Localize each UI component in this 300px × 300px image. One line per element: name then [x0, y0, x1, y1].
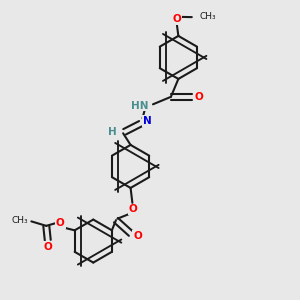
Text: O: O: [195, 92, 203, 102]
Text: O: O: [133, 231, 142, 241]
Text: O: O: [56, 218, 65, 228]
Text: O: O: [44, 242, 52, 252]
Text: HN: HN: [131, 100, 148, 110]
Text: O: O: [172, 14, 181, 24]
Text: CH₃: CH₃: [11, 216, 28, 225]
Text: N: N: [143, 116, 152, 126]
Text: H: H: [108, 127, 117, 137]
Text: O: O: [129, 204, 137, 214]
Text: CH₃: CH₃: [199, 12, 216, 21]
